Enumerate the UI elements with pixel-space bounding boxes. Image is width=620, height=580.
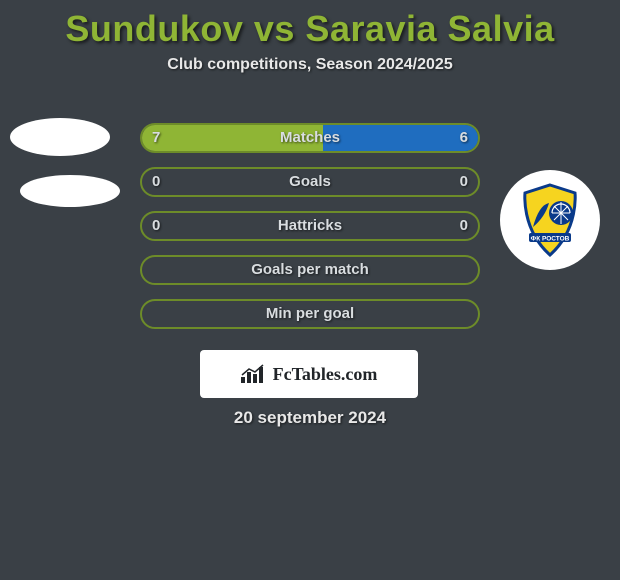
branding-label: FcTables.com — [273, 364, 378, 385]
stat-label: Goals per match — [251, 261, 369, 278]
stat-right-value: 0 — [460, 169, 468, 195]
svg-text:ФК РОСТОВ: ФК РОСТОВ — [531, 236, 570, 243]
player-left-avatar-2 — [20, 175, 120, 207]
player-left-avatar-1 — [10, 118, 110, 156]
page-title: Sundukov vs Saravia Salvia — [0, 0, 620, 50]
stats-container: 7 Matches 6 0 Goals 0 0 Hattricks 0 Goal… — [140, 123, 480, 343]
stat-label: Hattricks — [278, 217, 342, 234]
stat-fill-right — [323, 125, 478, 151]
stat-left-value: 0 — [152, 213, 160, 239]
stat-row-matches: 7 Matches 6 — [140, 123, 480, 153]
stat-right-value: 0 — [460, 213, 468, 239]
shield-icon: ФК РОСТОВ — [519, 183, 581, 257]
stat-row-goals: 0 Goals 0 — [140, 167, 480, 197]
stat-row-hattricks: 0 Hattricks 0 — [140, 211, 480, 241]
stat-left-value: 7 — [152, 125, 160, 151]
stat-label: Min per goal — [266, 305, 354, 322]
branding-box[interactable]: FcTables.com — [200, 350, 418, 398]
stat-row-goals-per-match: Goals per match — [140, 255, 480, 285]
player-right-club-badge: ФК РОСТОВ — [500, 170, 600, 270]
bars-icon — [241, 363, 267, 385]
stat-label: Goals — [289, 173, 331, 190]
stat-label: Matches — [280, 129, 340, 146]
stat-right-value: 6 — [460, 125, 468, 151]
subtitle: Club competitions, Season 2024/2025 — [0, 56, 620, 74]
stat-left-value: 0 — [152, 169, 160, 195]
date-stamp: 20 september 2024 — [0, 408, 620, 428]
stat-row-min-per-goal: Min per goal — [140, 299, 480, 329]
comparison-card: Sundukov vs Saravia Salvia Club competit… — [0, 0, 620, 580]
